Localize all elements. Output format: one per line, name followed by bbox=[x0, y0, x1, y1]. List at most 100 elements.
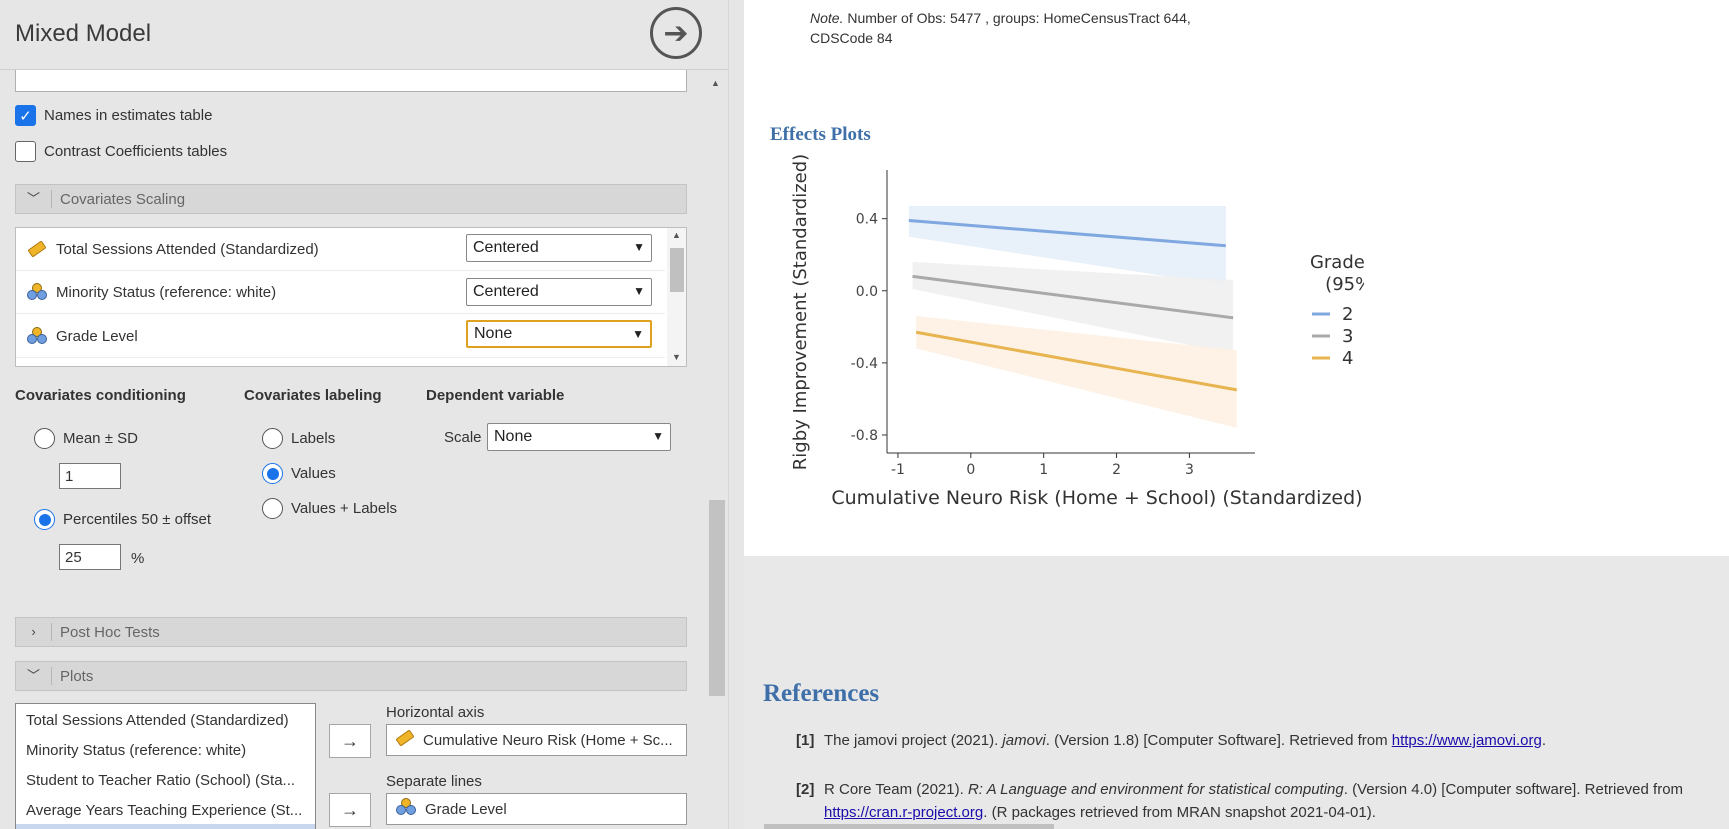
names-in-estimates-checkbox[interactable]: ✓ bbox=[15, 105, 36, 126]
cov-scaling-select-total-sessions[interactable]: Centered ▼ bbox=[466, 234, 652, 262]
ci-band-grade-3 bbox=[912, 261, 1234, 354]
y-axis-title: Rigby Improvement (Standardized) bbox=[790, 154, 811, 470]
nominal-variable-icon bbox=[26, 325, 48, 347]
reference-item: [1] The jamovi project (2021). jamovi. (… bbox=[796, 729, 1726, 752]
plots-label: Plots bbox=[60, 667, 94, 685]
series-line-grade-2 bbox=[908, 218, 1226, 248]
scroll-down-icon[interactable]: ▼ bbox=[672, 352, 681, 362]
values-radio[interactable] bbox=[262, 463, 283, 484]
cov-row-grade-level: Grade Level None ▼ bbox=[16, 315, 665, 358]
percentiles-offset-input[interactable]: 25 bbox=[59, 544, 121, 570]
mean-sd-radio-row[interactable]: Mean ± SD bbox=[34, 428, 138, 449]
chevron-right-icon: › bbox=[16, 623, 52, 641]
plot-variable-item[interactable]: Minority Status (reference: white) bbox=[26, 742, 247, 759]
horizontal-axis-value: Cumulative Neuro Risk (Home + Sc... bbox=[423, 731, 673, 749]
reference-number: [2] bbox=[796, 781, 815, 798]
dependent-scale-select[interactable]: None ▼ bbox=[487, 423, 671, 451]
model-terms-textbox[interactable] bbox=[15, 68, 687, 92]
scale-label: Scale bbox=[444, 429, 482, 446]
chevron-down-icon: ﹀ bbox=[16, 190, 52, 208]
legend-label-grade-3: 3 bbox=[1342, 326, 1353, 347]
ref-text-post: . (Version 4.0) [Computer software]. Ret… bbox=[1343, 781, 1684, 798]
scroll-up-icon[interactable]: ▲ bbox=[672, 230, 681, 240]
selected-item-highlight bbox=[16, 824, 315, 829]
reference-link[interactable]: https://www.jamovi.org bbox=[1391, 732, 1542, 749]
values-labels-radio[interactable] bbox=[262, 498, 283, 519]
separate-lines-field[interactable]: Grade Level bbox=[386, 793, 687, 825]
contrast-coefficients-label: Contrast Coefficients tables bbox=[44, 143, 228, 160]
covariates-list-scrollbar[interactable]: ▲ ▼ bbox=[667, 228, 686, 366]
scrollbar-thumb[interactable] bbox=[709, 500, 725, 696]
legend-title: Grade Level bbox=[1310, 252, 1364, 273]
y-tick-label: -0.4 bbox=[851, 356, 878, 372]
series-line-grade-4 bbox=[915, 330, 1238, 392]
ref-text-pre: R Core Team (2021). bbox=[824, 781, 968, 798]
cov-scaling-select-grade-level[interactable]: None ▼ bbox=[466, 320, 652, 348]
plots-section-header[interactable]: ﹀ Plots bbox=[15, 661, 687, 691]
x-tick-label: -1 bbox=[891, 462, 905, 478]
contrast-coefficients-checkbox[interactable] bbox=[15, 141, 36, 162]
labeling-radio-labels[interactable]: Labels bbox=[262, 428, 335, 449]
separate-lines-label: Separate lines bbox=[386, 773, 482, 790]
y-tick-label: 0.4 bbox=[856, 212, 878, 228]
select-value: None bbox=[474, 325, 513, 342]
dependent-variable-heading: Dependent variable bbox=[426, 387, 565, 404]
options-scrollbar[interactable]: ▲ bbox=[707, 70, 727, 829]
x-tick-label: 3 bbox=[1185, 462, 1194, 478]
cov-row-total-sessions: Total Sessions Attended (Standardized) C… bbox=[16, 228, 665, 271]
chevron-down-icon: ▼ bbox=[632, 327, 644, 341]
names-in-estimates-checkbox-row[interactable]: ✓ Names in estimates table bbox=[15, 105, 212, 126]
labeling-radio-values-labels[interactable]: Values + Labels bbox=[262, 498, 397, 519]
cov-row-label: Total Sessions Attended (Standardized) bbox=[56, 240, 319, 258]
percentiles-radio-row[interactable]: Percentiles 50 ± offset bbox=[34, 509, 211, 530]
options-header: Mixed Model ➔ bbox=[0, 0, 728, 70]
reference-item: [2] R Core Team (2021). R: A Language an… bbox=[796, 778, 1726, 824]
reference-text: R Core Team (2021). R: A Language and en… bbox=[824, 778, 1726, 824]
ref-text-pre: The jamovi project (2021). bbox=[824, 732, 1003, 749]
reference-number: [1] bbox=[796, 732, 815, 749]
plot-variable-item[interactable]: Average Years Teaching Experience (St... bbox=[26, 802, 303, 819]
mean-sd-input[interactable]: 1 bbox=[59, 463, 121, 489]
scrollbar-thumb[interactable] bbox=[670, 248, 684, 292]
percentiles-radio[interactable] bbox=[34, 509, 55, 530]
separate-lines-value: Grade Level bbox=[425, 800, 507, 818]
note-label: Note. bbox=[810, 10, 844, 26]
y-tick-label: 0.0 bbox=[856, 284, 878, 300]
move-to-separate-lines-button[interactable]: → bbox=[329, 793, 371, 827]
chevron-down-icon: ▼ bbox=[633, 284, 645, 298]
plot-variable-item[interactable]: Total Sessions Attended (Standardized) bbox=[26, 712, 289, 729]
covariates-labeling-heading: Covariates labeling bbox=[244, 387, 382, 404]
values-labels-option-label: Values + Labels bbox=[291, 500, 398, 517]
values-option-label: Values bbox=[291, 465, 336, 482]
x-tick-label: 1 bbox=[1039, 462, 1048, 478]
plot-variables-list: Total Sessions Attended (Standardized) M… bbox=[15, 703, 316, 829]
labels-option-label: Labels bbox=[291, 430, 336, 447]
plot-variable-item[interactable]: Student to Teacher Ratio (School) (Sta..… bbox=[26, 772, 296, 789]
legend-title: (95% CI) bbox=[1325, 274, 1364, 295]
horizontal-axis-field[interactable]: Cumulative Neuro Risk (Home + Sc... bbox=[386, 724, 687, 756]
analysis-title: Mixed Model bbox=[15, 20, 152, 47]
reference-link[interactable]: https://cran.r-project.org bbox=[824, 804, 984, 821]
ref-text-post: . (Version 1.8) [Computer Software]. Ret… bbox=[1045, 732, 1392, 749]
names-in-estimates-label: Names in estimates table bbox=[44, 107, 213, 124]
covariates-scaling-section-header[interactable]: ﹀ Covariates Scaling bbox=[15, 184, 687, 214]
post-hoc-tests-section-header[interactable]: › Post Hoc Tests bbox=[15, 617, 687, 647]
chevron-down-icon: ▼ bbox=[633, 240, 645, 254]
note-text: Number of Obs: 5477 , groups: HomeCensus… bbox=[810, 10, 1191, 46]
percentiles-label: Percentiles 50 ± offset bbox=[63, 511, 212, 528]
labels-radio[interactable] bbox=[262, 428, 283, 449]
contrast-coefficients-checkbox-row[interactable]: Contrast Coefficients tables bbox=[15, 141, 227, 162]
panel-divider[interactable] bbox=[728, 0, 744, 829]
mean-sd-radio[interactable] bbox=[34, 428, 55, 449]
y-tick-label: -0.8 bbox=[851, 428, 878, 444]
options-panel: ✓ Names in estimates table Contrast Coef… bbox=[0, 0, 728, 829]
results-panel: Note. Number of Obs: 5477 , groups: Home… bbox=[744, 0, 1729, 556]
move-to-horizontal-axis-button[interactable]: → bbox=[329, 724, 371, 758]
cov-scaling-select-minority-status[interactable]: Centered ▼ bbox=[466, 278, 652, 306]
labeling-radio-values[interactable]: Values bbox=[262, 463, 336, 484]
percent-sign: % bbox=[131, 550, 145, 567]
run-arrow-button[interactable]: ➔ bbox=[650, 7, 702, 59]
scroll-up-icon[interactable]: ▲ bbox=[711, 78, 720, 88]
nominal-variable-icon bbox=[26, 281, 48, 303]
horizontal-scrollbar[interactable] bbox=[764, 824, 1054, 829]
